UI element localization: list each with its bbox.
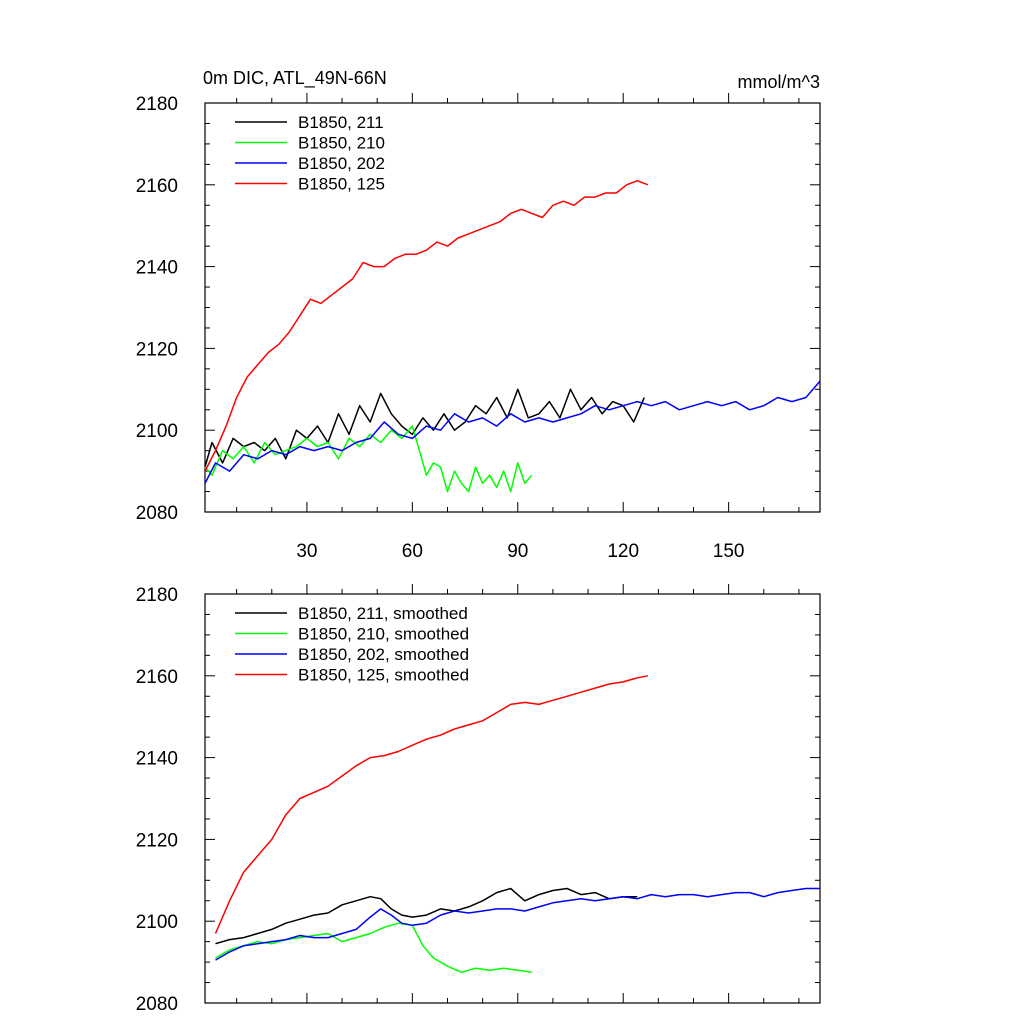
x-tick-label: 30 — [296, 541, 317, 562]
legend-label: B1850, 210, smoothed — [298, 625, 469, 644]
y-tick-label: 2160 — [136, 667, 178, 688]
y-tick-label: 2180 — [136, 585, 178, 606]
series-line-1 — [215, 922, 532, 974]
legend-label: B1850, 202 — [298, 154, 385, 173]
top-panel: 0m DIC, ATL_49N-66N mmol/m^3 2080 2100 212… — [136, 68, 821, 562]
units-label: mmol/m^3 — [738, 72, 820, 92]
series-line-3 — [204, 179, 649, 472]
series-line-0 — [204, 388, 645, 468]
series-line-2 — [215, 887, 820, 961]
series-line-0 — [215, 887, 638, 945]
x-tick-label: 120 — [607, 541, 639, 562]
legend-label: B1850, 125 — [298, 175, 385, 194]
x-tick-label: 90 — [507, 541, 528, 562]
legend-label: B1850, 210 — [298, 134, 385, 153]
y-tick-label: 2140 — [136, 258, 178, 279]
x-tick-label: 150 — [713, 541, 745, 562]
y-tick-label: 2100 — [136, 421, 178, 442]
series-line-1 — [204, 425, 533, 493]
series-line-3 — [214, 675, 648, 934]
y-tick-label: 2180 — [136, 94, 178, 115]
chart-title: 0m DIC, ATL_49N-66N — [203, 68, 387, 89]
legend-label: B1850, 125, smoothed — [298, 666, 469, 685]
y-tick-label: 2160 — [136, 176, 178, 197]
series-line-2 — [204, 380, 821, 484]
x-tick-label: 60 — [402, 541, 423, 562]
y-tick-label: 2080 — [136, 994, 178, 1015]
bottom-panel: 2080 2100 2120 2140 2160 2180 B1850, 211, smoo… — [136, 584, 821, 1015]
legend-label: B1850, 211, smoothed — [298, 604, 468, 623]
legend-label: B1850, 202, smoothed — [298, 645, 469, 664]
y-tick-label: 2080 — [136, 503, 178, 524]
y-tick-label: 2120 — [136, 830, 178, 851]
y-tick-label: 2100 — [136, 912, 178, 933]
y-tick-label: 2140 — [136, 749, 178, 770]
legend-label: B1850, 211 — [298, 113, 384, 132]
y-tick-label: 2120 — [136, 339, 178, 360]
